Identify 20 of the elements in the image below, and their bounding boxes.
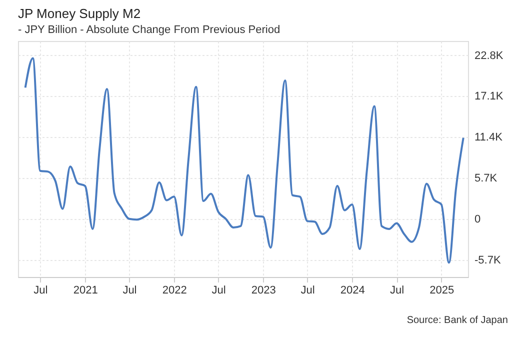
x-tick-label: Jul: [300, 284, 315, 296]
y-tick-label: 5.7K: [474, 172, 498, 185]
y-tick-label: 22.8K: [474, 50, 504, 62]
y-tick-label: -5.7K: [474, 254, 502, 266]
x-tick-label: 2025: [430, 284, 454, 296]
x-tick-label: Jul: [212, 284, 226, 296]
x-tick-label: Jul: [34, 284, 48, 296]
x-tick-label: Jul: [122, 284, 137, 296]
y-tick-label: 11.4K: [474, 132, 504, 144]
x-tick-label: Jul: [390, 284, 404, 296]
x-tick-label: 2024: [340, 284, 365, 296]
y-tick-label: 0: [474, 213, 481, 226]
line-series: [24, 57, 464, 264]
x-tick-label: 2023: [251, 284, 276, 296]
x-tick-label: 2022: [162, 284, 187, 296]
y-tick-label: 17.1K: [474, 90, 504, 103]
chart-subtitle: - JPY Billion - Absolute Change From Previous Period: [18, 24, 280, 36]
source-note: Source: Bank of Japan: [406, 315, 508, 326]
x-tick-label: 2021: [73, 284, 98, 296]
chart-title: JP Money Supply M2: [18, 6, 141, 21]
